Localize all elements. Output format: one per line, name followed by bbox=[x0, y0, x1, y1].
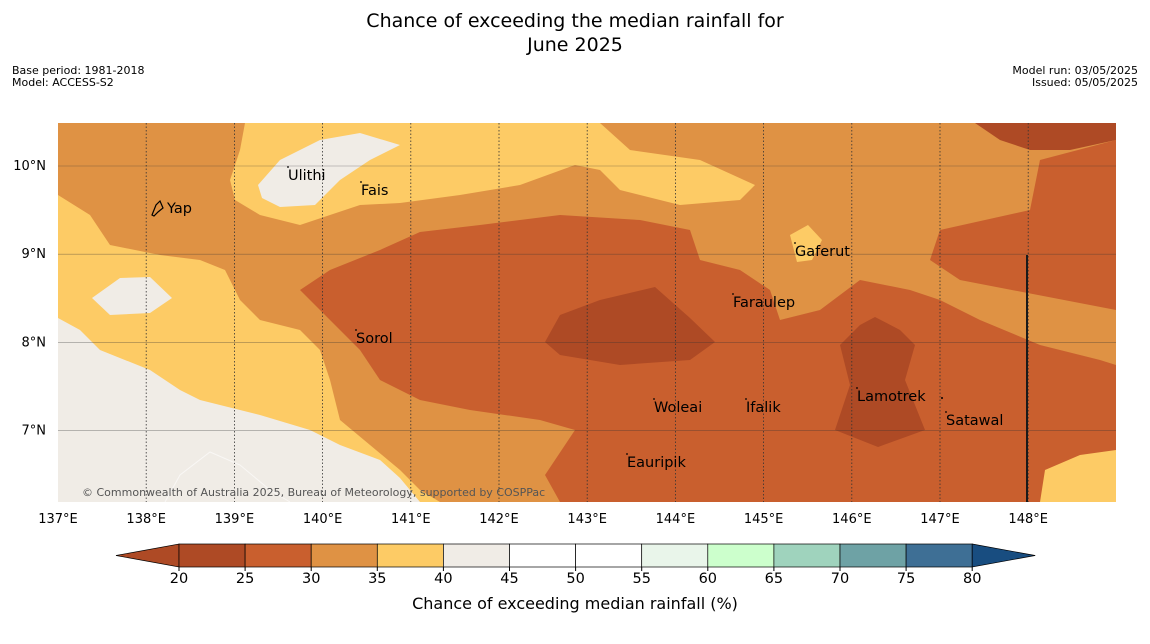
copyright-text: © Commonwealth of Australia 2025, Bureau… bbox=[82, 486, 545, 499]
lon-labels: 137°E 138°E 139°E 140°E 141°E 142°E 143°E 144°E… bbox=[38, 512, 1048, 527]
place-satawal: Satawal bbox=[946, 413, 1003, 429]
meta-left: Base period: 1981-2018 Model: ACCESS-S2 bbox=[12, 65, 144, 89]
colorbar-swatch bbox=[509, 543, 576, 568]
place-fais: Fais bbox=[361, 183, 388, 199]
place-eauripik: Eauripik bbox=[627, 455, 686, 471]
lat-label: 8°N bbox=[22, 335, 47, 350]
lon-label: 146°E bbox=[832, 512, 872, 527]
band-35-40-southeast bbox=[1040, 450, 1116, 502]
colorbar-swatch bbox=[443, 543, 510, 568]
colorbar-swatch bbox=[839, 543, 907, 568]
title-line2: June 2025 bbox=[527, 34, 623, 56]
place-labels: Ulithi Fais Yap Gaferut Faraulep Sorol Lamotre… bbox=[166, 168, 1003, 471]
colorbar-tick-label: 70 bbox=[831, 571, 849, 587]
island-dot bbox=[287, 166, 289, 168]
colorbar-label: Chance of exceeding median rainfall (%) bbox=[412, 594, 738, 613]
colorbar-tick-label: 25 bbox=[236, 571, 254, 587]
lon-label: 145°E bbox=[744, 512, 784, 527]
lon-label: 138°E bbox=[126, 512, 166, 527]
lat-label: 10°N bbox=[13, 159, 46, 174]
colorbar-swatch bbox=[178, 543, 246, 568]
colorbar-swatch bbox=[905, 543, 973, 568]
island-dot bbox=[745, 398, 747, 400]
base-period-text: Base period: 1981-2018 bbox=[12, 64, 145, 77]
lon-label: 147°E bbox=[920, 512, 960, 527]
colorbar-arrow-left bbox=[115, 543, 180, 568]
lon-label: 142°E bbox=[479, 512, 519, 527]
colorbar-tick-label: 50 bbox=[566, 571, 584, 587]
colorbar-tick-label: 65 bbox=[765, 571, 783, 587]
band-40-45-islet bbox=[58, 470, 88, 482]
place-sorol: Sorol bbox=[356, 331, 393, 347]
colorbar-tick-label: 55 bbox=[632, 571, 650, 587]
lon-label: 144°E bbox=[656, 512, 696, 527]
island-dot bbox=[941, 397, 943, 399]
lon-label: 139°E bbox=[215, 512, 255, 527]
place-ifalik: Ifalik bbox=[746, 400, 781, 416]
colorbar-swatch bbox=[641, 543, 709, 568]
band-20-25-lamotrek bbox=[835, 317, 925, 447]
island-dot bbox=[794, 242, 796, 244]
colorbar-swatch bbox=[575, 543, 643, 568]
lon-label: 143°E bbox=[567, 512, 607, 527]
colorbar-tick-label: 35 bbox=[368, 571, 386, 587]
lon-label: 148°E bbox=[1008, 512, 1048, 527]
band-40-45-ulithi bbox=[258, 133, 400, 207]
island-dot bbox=[732, 293, 734, 295]
island-dots bbox=[287, 166, 947, 455]
island-dot bbox=[626, 453, 628, 455]
lon-label: 137°E bbox=[38, 512, 78, 527]
band-35-40-gaferut bbox=[790, 225, 822, 262]
place-ulithi: Ulithi bbox=[288, 168, 326, 184]
colorbar-swatch bbox=[376, 543, 444, 568]
island-dot bbox=[355, 329, 357, 331]
lon-label: 140°E bbox=[303, 512, 343, 527]
place-yap: Yap bbox=[166, 201, 192, 217]
band-40-45-southwest bbox=[58, 318, 420, 502]
island-dot bbox=[856, 387, 858, 389]
colorbar-arrow-right bbox=[971, 543, 1036, 568]
lat-label: 9°N bbox=[22, 247, 47, 262]
lon-label: 141°E bbox=[391, 512, 431, 527]
model-text: Model: ACCESS-S2 bbox=[12, 76, 114, 89]
colorbar-swatch bbox=[773, 543, 841, 568]
colorbar-tick-label: 40 bbox=[434, 571, 452, 587]
colorbar-tick-label: 80 bbox=[963, 571, 981, 587]
colorbar-tick-label: 75 bbox=[897, 571, 915, 587]
gridlines bbox=[58, 123, 1116, 502]
island-dot bbox=[653, 398, 655, 400]
lat-labels: 10°N 9°N 8°N 7°N bbox=[13, 159, 46, 439]
colorbar-swatch bbox=[244, 543, 312, 568]
place-faraulep: Faraulep bbox=[733, 295, 795, 311]
colorbar-tick-label: 60 bbox=[699, 571, 717, 587]
lat-label: 7°N bbox=[22, 424, 47, 439]
map-title: Chance of exceeding the median rainfall … bbox=[0, 9, 1150, 57]
contour-line bbox=[164, 451, 291, 503]
title-line1: Chance of exceeding the median rainfall … bbox=[366, 10, 784, 32]
place-woleai: Woleai bbox=[654, 400, 702, 416]
issued-text: Issued: 05/05/2025 bbox=[1031, 76, 1138, 89]
colorbar-tick-label: 30 bbox=[302, 571, 320, 587]
island-dot bbox=[945, 411, 947, 413]
model-run-text: Model run: 03/05/2025 bbox=[1012, 64, 1138, 77]
colorbar-tick-label: 20 bbox=[170, 571, 188, 587]
band-40-45-west bbox=[92, 277, 172, 315]
place-gaferut: Gaferut bbox=[795, 244, 850, 260]
place-lamotrek: Lamotrek bbox=[857, 389, 926, 405]
island-dot bbox=[360, 181, 362, 183]
yap-island-icon bbox=[151, 199, 164, 217]
colorbar-swatch bbox=[707, 543, 775, 568]
colorbar-swatch bbox=[310, 543, 378, 568]
band-20-25-northeast bbox=[975, 123, 1116, 150]
meta-right: Model run: 03/05/2025 Issued: 05/05/2025 bbox=[1012, 65, 1138, 89]
colorbar-tick-label: 45 bbox=[500, 571, 518, 587]
